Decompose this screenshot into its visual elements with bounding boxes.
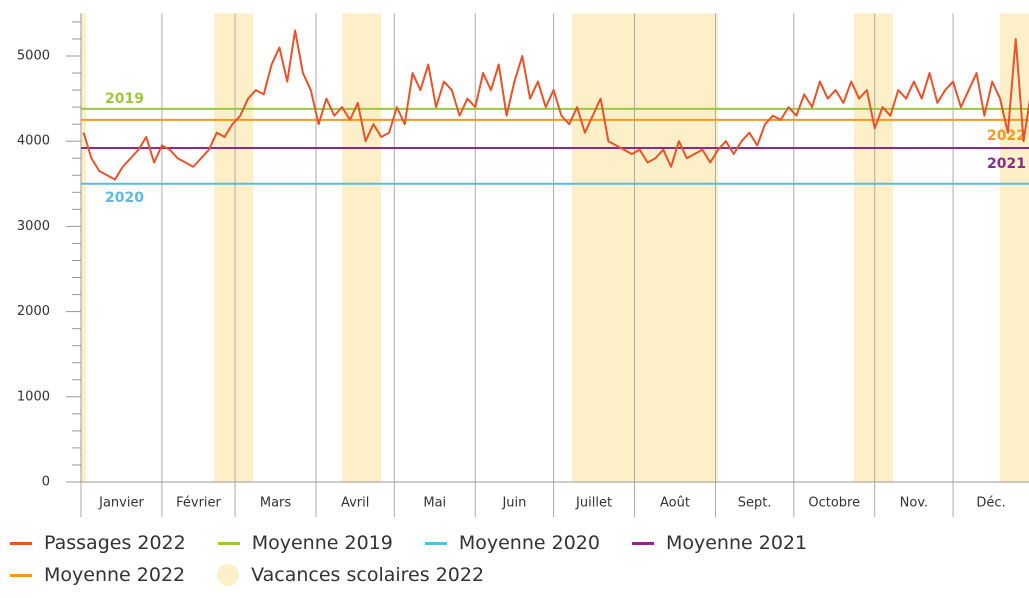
legend-swatch xyxy=(217,541,240,545)
holiday-band xyxy=(342,13,382,483)
y-tick-label: 3000 xyxy=(17,219,50,234)
x-tick-label: Octobre xyxy=(808,496,860,511)
legend-label: Moyenne 2022 xyxy=(44,564,186,586)
legend-label: Passages 2022 xyxy=(44,532,186,554)
reference-label: 2022 xyxy=(987,128,1026,144)
y-tick-label: 4000 xyxy=(17,134,50,149)
y-tick-label: 2000 xyxy=(17,304,50,319)
reference-label: 2020 xyxy=(105,190,144,206)
legend-item: Moyenne 2022 xyxy=(10,564,185,586)
reference-label: 2021 xyxy=(987,156,1026,172)
legend-label: Moyenne 2021 xyxy=(665,532,808,554)
x-tick-label: Juin xyxy=(501,496,526,511)
holiday-band xyxy=(571,13,719,483)
chart: Janvier Février Mars Avril Mai Juin Juillet Aoû… xyxy=(17,13,1029,517)
legend-label: Moyenne 2020 xyxy=(458,532,600,554)
legend-swatch xyxy=(10,573,32,577)
legend-item: Vacances scolaires 2022 xyxy=(217,564,484,586)
legend-item: Moyenne 2019 xyxy=(217,532,393,554)
y-tick-label: 0 xyxy=(42,475,50,490)
x-tick-label: Mai xyxy=(423,496,446,511)
x-tick-label: Juillet xyxy=(575,496,612,511)
legend: Passages 2022 Moyenne 2019 Moyenne 2020 Moy… xyxy=(10,532,1020,586)
holiday-band xyxy=(214,13,254,483)
y-tick-label: 5000 xyxy=(17,49,50,64)
legend-label: Vacances scolaires 2022 xyxy=(251,564,485,586)
legend-item: Moyenne 2021 xyxy=(631,532,808,554)
legend-label: Moyenne 2019 xyxy=(251,532,393,554)
x-tick-label: Mars xyxy=(260,496,292,511)
x-tick-label: Déc. xyxy=(976,496,1005,511)
x-tick-label: Août xyxy=(660,496,690,511)
legend-item: Passages 2022 xyxy=(10,532,186,554)
y-tick-label: 1000 xyxy=(17,389,50,404)
legend-swatch xyxy=(424,541,447,545)
legend-swatch xyxy=(10,541,32,545)
x-tick-label: Février xyxy=(176,496,221,511)
x-tick-label: Avril xyxy=(341,496,369,511)
x-tick-label: Nov. xyxy=(900,496,929,511)
holiday-band xyxy=(81,13,87,483)
holiday-band xyxy=(1000,13,1029,483)
x-tick-label: Janvier xyxy=(98,496,144,511)
x-tick-label: Sept. xyxy=(738,496,772,511)
legend-swatch xyxy=(217,564,240,586)
holiday-band xyxy=(853,13,894,483)
legend-swatch xyxy=(631,541,654,545)
data-line xyxy=(82,29,1029,181)
legend-item: Moyenne 2020 xyxy=(424,532,600,554)
reference-label: 2019 xyxy=(105,91,144,107)
